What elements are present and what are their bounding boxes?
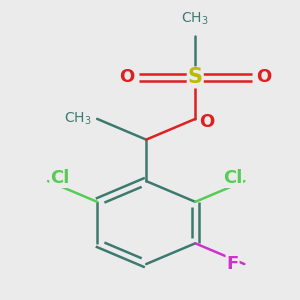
Text: O: O bbox=[119, 68, 134, 86]
Text: Cl: Cl bbox=[223, 169, 242, 187]
Text: CH$_3$: CH$_3$ bbox=[64, 111, 91, 127]
Text: Cl: Cl bbox=[50, 169, 70, 187]
Text: O: O bbox=[200, 113, 215, 131]
Text: CH$_3$: CH$_3$ bbox=[182, 11, 209, 27]
Text: F: F bbox=[226, 255, 239, 273]
Text: O: O bbox=[256, 68, 271, 86]
Text: S: S bbox=[188, 68, 203, 87]
